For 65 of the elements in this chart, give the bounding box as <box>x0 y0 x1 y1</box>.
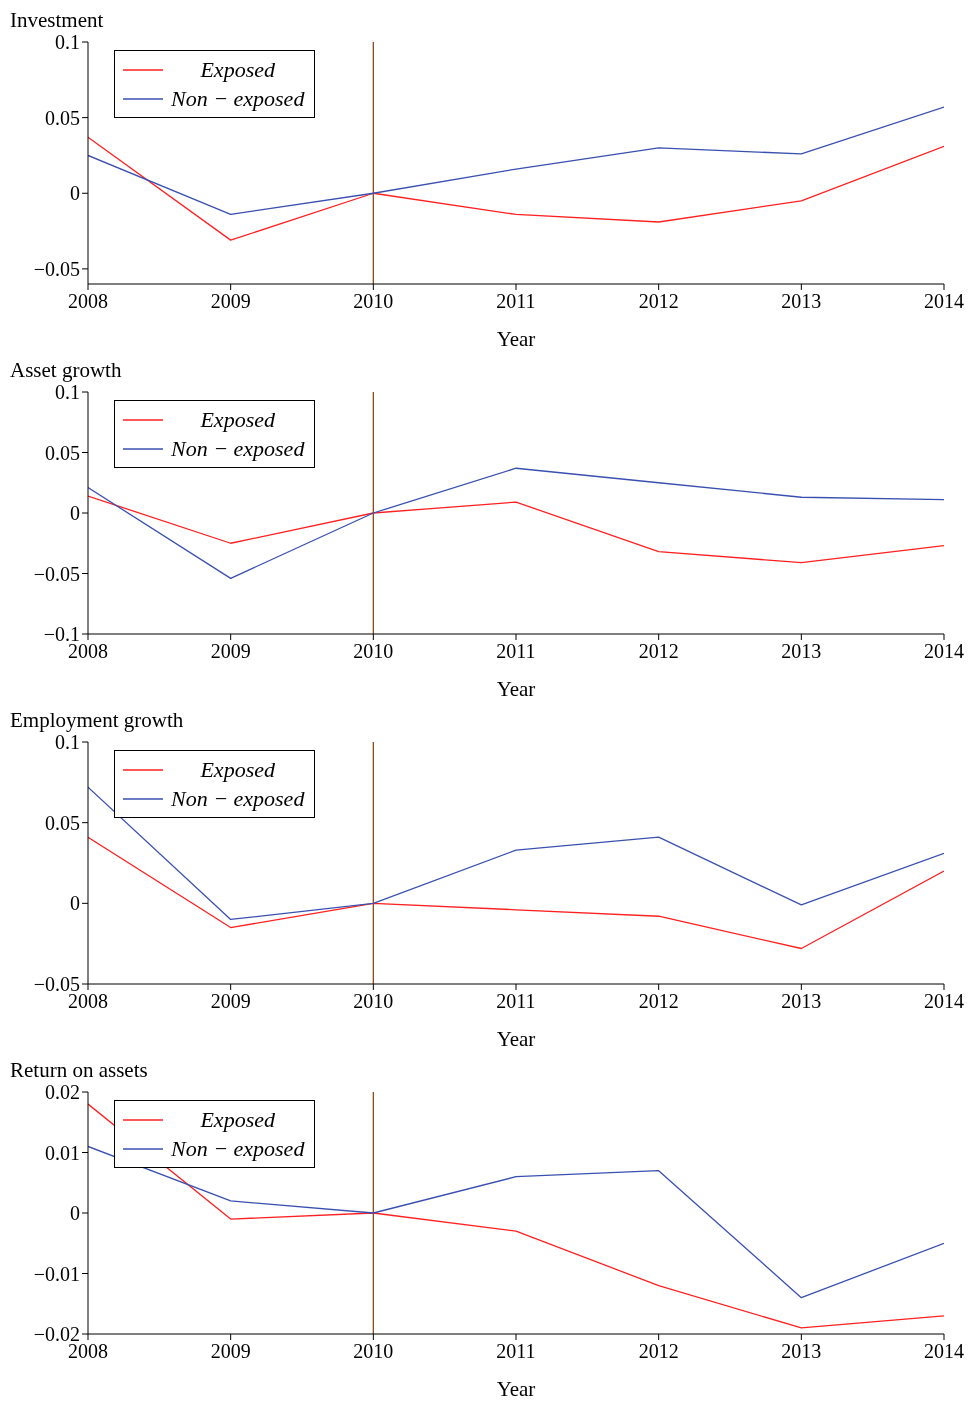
x-tick-label: 2010 <box>353 290 394 313</box>
x-tick-label: 2008 <box>68 290 108 313</box>
chart-title: Investment <box>9 8 105 32</box>
chart-title: Asset growth <box>9 358 123 382</box>
line-series <box>88 836 944 950</box>
legend-label: Exposed <box>199 756 276 783</box>
x-tick-label: 2009 <box>210 290 251 313</box>
y-tick-label: 0.02 <box>45 1081 80 1104</box>
x-tick-label: 2012 <box>638 640 679 663</box>
y-tick-label: −0.01 <box>33 1262 80 1285</box>
y-tick-label: 0.1 <box>55 381 80 404</box>
x-tick-label: 2013 <box>781 640 822 663</box>
line-series <box>88 1103 944 1329</box>
x-tick-label: 2010 <box>353 1340 394 1363</box>
legend-label: Exposed <box>199 406 276 433</box>
y-tick-label: 0 <box>70 1202 80 1225</box>
chart-title: Return on assets <box>9 1058 149 1082</box>
legend-label: Non − exposed <box>171 785 305 812</box>
x-tick-label: 2011 <box>496 1340 536 1363</box>
x-tick-label: 2009 <box>210 990 251 1013</box>
x-tick-label: 2008 <box>68 640 108 663</box>
x-tick-label: 2010 <box>353 990 394 1013</box>
x-tick-label: 2011 <box>496 640 536 663</box>
x-tick-label: 2011 <box>496 990 536 1013</box>
legend-label: Exposed <box>199 1106 276 1133</box>
x-tick-label: 2012 <box>638 1340 679 1363</box>
x-tick-label: 2010 <box>353 640 394 663</box>
line-series <box>88 136 944 241</box>
x-axis-title: Year <box>496 327 536 351</box>
x-tick-label: 2014 <box>924 1340 964 1363</box>
y-tick-label: 0 <box>70 502 80 525</box>
y-tick-label: 0.05 <box>45 441 80 464</box>
x-tick-label: 2008 <box>68 990 108 1013</box>
y-tick-label: 0.1 <box>55 31 80 54</box>
x-tick-label: 2014 <box>924 290 964 313</box>
legend-label: Non − exposed <box>171 85 305 112</box>
legend-label: Non − exposed <box>171 1135 305 1162</box>
x-axis-title: Year <box>496 1377 536 1401</box>
x-tick-label: 2014 <box>924 640 964 663</box>
legend-label: Non − exposed <box>171 435 305 462</box>
x-tick-label: 2009 <box>210 640 251 663</box>
y-tick-label: −0.05 <box>33 562 80 585</box>
y-tick-label: 0 <box>70 892 80 915</box>
x-tick-label: 2013 <box>781 990 822 1013</box>
x-tick-label: 2011 <box>496 290 536 313</box>
y-tick-label: 0.05 <box>45 106 80 129</box>
y-tick-label: −0.05 <box>33 257 80 280</box>
x-tick-label: 2013 <box>781 1340 822 1363</box>
line-series <box>88 467 944 579</box>
x-axis-title: Year <box>496 1027 536 1051</box>
y-tick-label: 0.1 <box>55 731 80 754</box>
legend-label: Exposed <box>199 56 276 83</box>
x-tick-label: 2012 <box>638 290 679 313</box>
line-series <box>88 495 944 564</box>
x-tick-label: 2009 <box>210 1340 251 1363</box>
x-tick-label: 2008 <box>68 1340 108 1363</box>
y-tick-label: 0 <box>70 182 80 205</box>
x-tick-label: 2014 <box>924 990 964 1013</box>
line-series <box>88 786 944 921</box>
x-tick-label: 2013 <box>781 290 822 313</box>
y-tick-label: 0.05 <box>45 811 80 834</box>
x-axis-title: Year <box>496 677 536 701</box>
y-tick-label: 0.01 <box>45 1141 80 1164</box>
chart-title: Employment growth <box>9 708 185 732</box>
x-tick-label: 2012 <box>638 990 679 1013</box>
